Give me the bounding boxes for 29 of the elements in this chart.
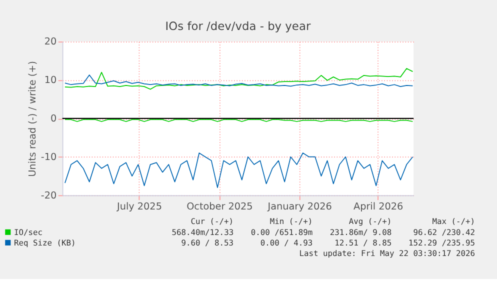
y-tick-label: 20 [44,36,57,48]
y-tick-label: -10 [40,152,57,163]
text: 0.00 /651.89m [250,228,313,237]
x-tick-label: October 2025 [186,202,253,213]
text: Min (-/+) [270,217,313,226]
x-tick-label: January 2026 [266,202,332,213]
x-tick-label: April 2026 [353,202,404,213]
y-axis-title: Units read (-) / write (+) [28,60,39,177]
x-tick-label: July 2025 [116,202,162,213]
text: Max (-/+) [432,217,476,226]
text: 96.62 /230.42 [413,228,476,237]
legend-label: Req Size (KB) [14,238,76,248]
text: Avg (-/+) [348,217,392,226]
text: 152.29 /235.95 [408,238,476,248]
legend-label: IO/sec [14,228,43,237]
chart-title: IOs for /dev/vda - by year [165,19,311,34]
line-series [64,74,414,87]
y-tick-label: 10 [44,75,57,86]
text: Cur (-/+) [190,217,234,226]
text: 9.60 / 8.53 [181,238,234,248]
line-series [64,152,414,188]
text: 231.86m/ 9.08 [330,228,392,237]
text: 12.51 / 8.85 [334,238,392,248]
y-tick-label: -20 [40,190,57,202]
text: 568.40m/12.33 [172,228,234,237]
line-series [64,68,414,90]
text: 0.00 / 4.93 [260,238,313,248]
text: Last update: Fri May 22 03:30:17 2026 [299,248,476,258]
y-tick-label: 0 [50,114,57,124]
